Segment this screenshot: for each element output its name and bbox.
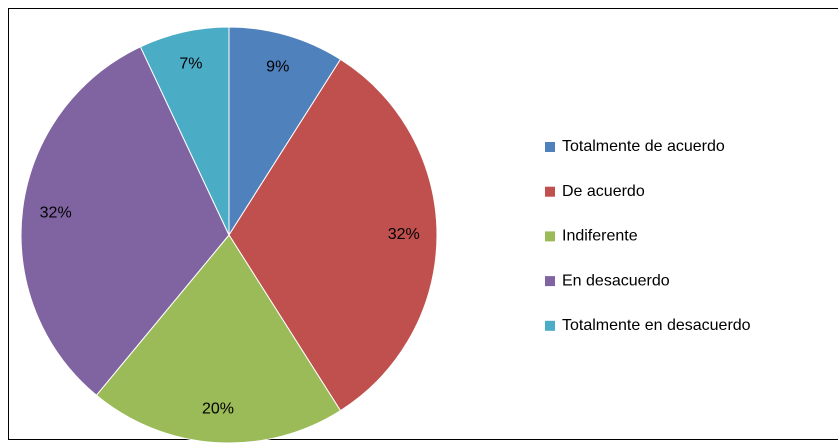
pie-slice [139,26,230,236]
data-label: 9% [266,58,289,75]
legend-label: Indiferente [562,228,638,245]
legend-swatch [545,320,555,331]
legend-swatch [545,276,555,287]
legend-label: De acuerdo [562,183,645,200]
legend-label: Totalmente en desacuerdo [562,317,751,334]
pie-slice [95,234,342,444]
data-label: 32% [388,226,420,243]
pie-slice [20,46,230,396]
legend-swatch [545,186,555,197]
data-label: 32% [40,204,72,221]
legend-label: Totalmente de acuerdo [562,138,725,155]
data-label: 7% [179,56,202,73]
pie-slice [228,58,438,412]
legend-swatch [545,231,555,242]
pie-slice [228,26,342,237]
data-label: 20% [202,401,234,418]
legend-label: En desacuerdo [562,272,670,289]
legend-swatch [545,142,555,152]
